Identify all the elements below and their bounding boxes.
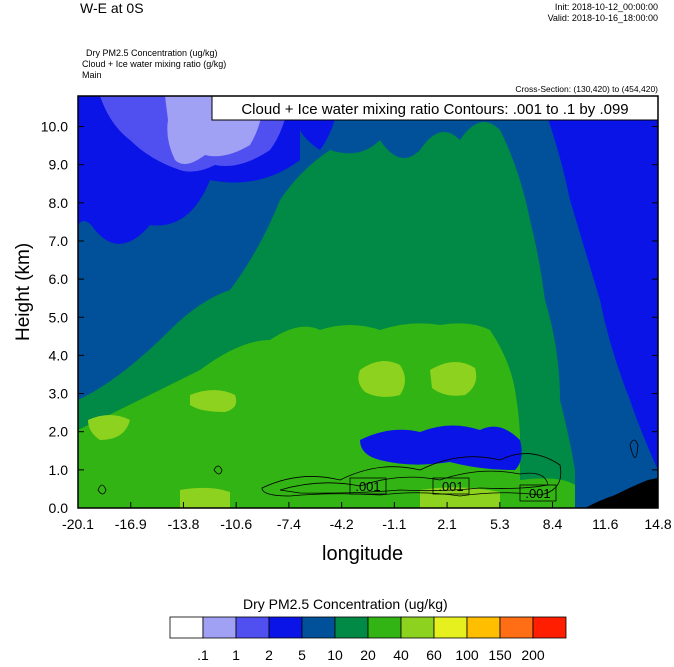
cloud-ice-contours	[97, 439, 639, 497]
contour-label-box-3	[519, 484, 557, 502]
y-tick-label: 8.0	[49, 195, 69, 211]
valid-time-label: Valid: 2018-10-16_18:00:00	[547, 13, 658, 23]
colorbar-swatch	[202, 616, 237, 639]
x-tick-label: -7.4	[277, 516, 301, 532]
terrain	[585, 478, 658, 508]
y-tick-label: 5.0	[49, 309, 69, 325]
x-tick-label: -1.1	[382, 516, 406, 532]
colorbar-label: 200	[521, 647, 545, 663]
field-band-40-60-patch-1	[358, 361, 405, 397]
init-time-label: Init: 2018-10-12_00:00:00	[554, 2, 658, 12]
colorbar-label: 60	[426, 647, 442, 663]
y-tick-label: 2.0	[49, 424, 69, 440]
y-axis: 0.0 1.0 2.0 3.0 4.0 5.0 6.0 7.0 8.0 9.0 10.0	[41, 119, 658, 516]
colorbar-swatch	[367, 616, 402, 639]
y-tick-label: 3.0	[49, 386, 69, 402]
x-tick-label: 11.6	[592, 516, 618, 532]
field-band-2-5-right	[540, 96, 658, 470]
x-tick-label: 2.1	[437, 516, 457, 532]
field-name-pm25: Dry PM2.5 Concentration (ug/kg)	[86, 48, 218, 58]
x-tick-label: -4.2	[330, 516, 354, 532]
colorbar-swatch	[235, 616, 270, 639]
colorbar-label: 100	[455, 647, 479, 663]
contour-label-box-1	[349, 477, 387, 495]
x-tick-label: 8.4	[543, 516, 563, 532]
colorbar-swatch	[499, 616, 534, 639]
colorbar-swatch	[466, 616, 501, 639]
field-band-40-60-surface-1	[180, 487, 230, 508]
colorbar-swatch	[268, 616, 303, 639]
cross-section-label: Cross-Section: (130,420) to (454,420)	[515, 84, 658, 94]
x-tick-label: 14.8	[644, 516, 671, 532]
x-axis: -20.1 -16.9 -13.8 -10.6 -7.4 -4.2 -1.1 2.1 5.3 8.…	[62, 502, 672, 532]
colorbar-swatch	[301, 616, 336, 639]
field-band-40-60-patch-4	[88, 415, 130, 440]
y-tick-label: 7.0	[49, 233, 69, 249]
colorbar-label: 20	[360, 647, 376, 663]
contour-info-text: Cloud + Ice water mixing ratio Contours:…	[241, 101, 628, 118]
contour-label-box-2	[432, 477, 470, 495]
field-name-cloud-ice: Cloud + Ice water mixing ratio (g/kg)	[82, 59, 227, 69]
colorbar-label: 40	[393, 647, 409, 663]
x-axis-label: longitude	[322, 543, 404, 565]
colorbar-title: Dry PM2.5 Concentration (ug/kg)	[243, 596, 448, 612]
colorbar-swatch	[334, 616, 369, 639]
y-tick-label: 10.0	[41, 119, 68, 135]
contour-labels: .001 .001 .001	[349, 477, 557, 502]
field-band-40-60-patch-3	[190, 390, 237, 412]
y-tick-label: 4.0	[49, 347, 69, 363]
x-tick-label: -13.8	[167, 516, 199, 532]
colorbar-swatch	[400, 616, 435, 639]
colorbar-swatch	[532, 616, 567, 639]
field-band-40-60-patch-2	[430, 361, 477, 396]
colorbar-label: 150	[488, 647, 512, 663]
y-tick-label: 0.0	[49, 500, 69, 516]
contour-label-3: .001	[525, 486, 550, 501]
colorbar-swatch	[433, 616, 468, 639]
field-band-40-60-surface-2	[420, 487, 500, 508]
colorbar-label: 2	[265, 647, 273, 663]
field-name-main: Main	[82, 70, 102, 80]
x-tick-label: -10.6	[220, 516, 252, 532]
colorbar-label: .1	[197, 647, 209, 663]
plot-title: W-E at 0S	[80, 0, 144, 16]
colorbar: .1 1 2 5 10 20 40 60 100 150 200	[169, 616, 567, 663]
y-tick-label: 6.0	[49, 271, 69, 287]
colorbar-swatch	[169, 616, 204, 639]
y-axis-label: Height (km)	[13, 242, 34, 341]
colorbar-label: 1	[232, 647, 240, 663]
y-tick-label: 9.0	[49, 157, 69, 173]
colorbar-label: 5	[298, 647, 306, 663]
contour-label-2: .001	[438, 479, 463, 494]
colorbar-label: 10	[327, 647, 343, 663]
x-tick-label: 5.3	[490, 516, 510, 532]
x-tick-label: -16.9	[115, 516, 147, 532]
contour-label-1: .001	[355, 479, 380, 494]
y-tick-label: 1.0	[49, 462, 69, 478]
pm25-field	[78, 96, 658, 508]
field-band-2-5-low-pocket	[360, 425, 522, 470]
x-tick-label: -20.1	[62, 516, 94, 532]
field-band-20-40-surface	[78, 474, 575, 508]
plot-frame	[77, 95, 659, 509]
